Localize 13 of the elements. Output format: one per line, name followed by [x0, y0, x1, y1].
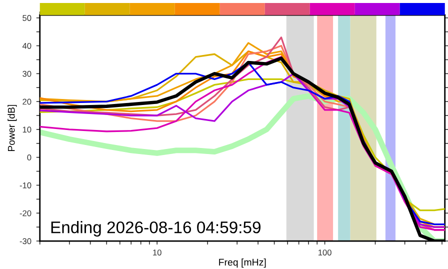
y-tick-label: -10 — [20, 182, 32, 188]
y-tick-label: 50 — [22, 15, 32, 21]
y-tick-label: -20 — [20, 210, 32, 216]
x-tick-label: 100 — [318, 250, 332, 256]
y-tick-label: 30 — [22, 70, 32, 77]
y-tick-label: 10 — [22, 126, 32, 133]
y-axis-title: Power [dB] — [8, 104, 17, 152]
y-tick-label: -30 — [20, 238, 32, 244]
x-axis-title: Freq [mHz] — [219, 258, 266, 268]
y-tick-label: 0 — [27, 154, 32, 160]
annotation: Ending 2026-08-16 04:59:59 — [51, 221, 260, 237]
y-tick-label: 20 — [22, 98, 32, 105]
y-tick-label: 40 — [22, 42, 32, 49]
